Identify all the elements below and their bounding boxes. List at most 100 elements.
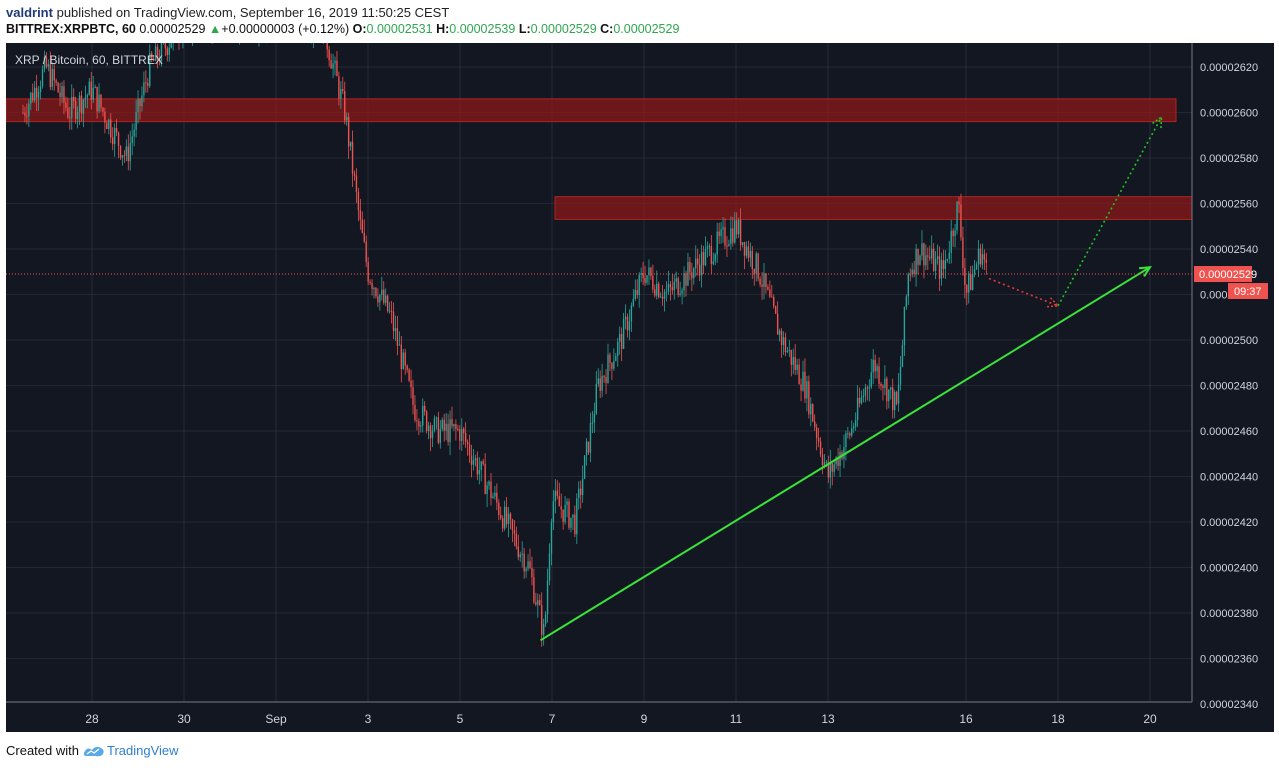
candle-body xyxy=(464,433,467,443)
candle-body xyxy=(435,417,438,419)
candle-body xyxy=(763,273,765,287)
candle-body xyxy=(962,237,964,269)
candle-body xyxy=(749,250,752,258)
candle-body xyxy=(956,201,958,231)
candle-body xyxy=(388,310,391,312)
candle-body xyxy=(45,56,48,67)
y-tick-label: 0.00002440 xyxy=(1200,472,1258,484)
candle-body xyxy=(925,255,927,266)
candle-body xyxy=(49,64,51,87)
candle-body xyxy=(396,327,399,346)
candle-body xyxy=(529,561,531,569)
candle-body xyxy=(895,392,898,404)
price-axis[interactable] xyxy=(1192,43,1274,702)
candle-body xyxy=(868,387,870,389)
candle-body xyxy=(500,515,502,519)
candle-body xyxy=(69,117,71,119)
candle-body xyxy=(425,411,428,432)
candle-body xyxy=(511,519,514,531)
candle-body xyxy=(700,252,703,276)
candle-body xyxy=(154,46,157,61)
candle-body xyxy=(753,269,755,274)
candle-body xyxy=(622,319,625,349)
candle-body xyxy=(968,274,970,293)
candle-body xyxy=(897,384,900,404)
candle-body xyxy=(96,86,98,112)
candle-body xyxy=(619,334,621,342)
candle-body xyxy=(585,441,588,456)
candle-body xyxy=(461,428,463,441)
x-tick-label: 13 xyxy=(821,712,835,726)
candle-body xyxy=(630,305,633,322)
candle-body xyxy=(827,461,830,478)
candle-body xyxy=(41,69,44,87)
candle-body xyxy=(104,111,106,123)
candle-body xyxy=(950,230,952,253)
candle-body xyxy=(580,488,582,495)
candle-body xyxy=(385,295,387,303)
open-label: O: xyxy=(352,22,367,36)
candle-body xyxy=(548,553,551,581)
candle-body xyxy=(546,580,549,615)
x-tick-label: 28 xyxy=(85,712,99,726)
candle-body xyxy=(386,295,389,312)
candle-body xyxy=(931,248,933,259)
candle-body xyxy=(903,306,906,345)
candle-body xyxy=(160,40,163,62)
candle-body xyxy=(671,287,674,291)
y-tick-label: 0.00002620 xyxy=(1200,62,1258,74)
candle-body xyxy=(944,260,947,270)
candle-body xyxy=(539,600,541,606)
candle-body xyxy=(443,419,445,431)
candle-body xyxy=(720,229,722,237)
candle-body xyxy=(624,316,627,320)
candle-body xyxy=(613,361,615,369)
candle-body xyxy=(53,68,55,81)
y-tick-label: 0.00002560 xyxy=(1200,199,1258,211)
y-tick-label: 0.00002380 xyxy=(1200,608,1258,620)
price-chart[interactable]: 0.00002340 0.00002360 0.00002380 0.00002400… xyxy=(5,0,1274,732)
candle-body xyxy=(149,53,151,86)
candle-body xyxy=(347,117,350,147)
candle-body xyxy=(812,404,814,422)
time-axis[interactable] xyxy=(6,702,1274,732)
candle-body xyxy=(970,274,972,290)
candle-body xyxy=(747,246,750,258)
candle-body xyxy=(851,428,853,436)
x-tick-label: 9 xyxy=(641,712,648,726)
candle-body xyxy=(716,231,718,255)
candle-body xyxy=(648,267,650,276)
candle-body xyxy=(139,98,141,107)
candle-body xyxy=(541,605,543,635)
candle-body xyxy=(544,614,547,624)
y-tick-label: 0.00002600 xyxy=(1200,108,1258,120)
candle-body xyxy=(636,290,638,295)
price-change: +0.00000003 (+0.12%) xyxy=(221,22,350,36)
candle-body xyxy=(98,94,100,112)
candle-body xyxy=(866,387,869,389)
author-name[interactable]: valdrint xyxy=(6,5,53,20)
candle-body xyxy=(542,623,545,635)
candle-body xyxy=(521,553,523,555)
candle-body xyxy=(427,425,430,432)
candle-body xyxy=(158,59,161,62)
candle-body xyxy=(677,278,679,295)
y-tick-label: 0.00002400 xyxy=(1200,563,1258,575)
candle-body xyxy=(527,561,529,569)
candle-body xyxy=(884,378,886,388)
tradingview-link[interactable]: TradingView xyxy=(83,743,179,758)
candle-body xyxy=(741,242,744,245)
candle-body xyxy=(560,506,562,510)
candle-body xyxy=(975,264,978,270)
candle-body xyxy=(566,501,568,505)
candle-body xyxy=(808,381,810,415)
candle-body xyxy=(708,245,711,247)
candle-body xyxy=(326,20,328,50)
candle-body xyxy=(751,250,753,270)
candle-body xyxy=(732,228,734,243)
candle-body xyxy=(685,273,687,286)
candle-body xyxy=(125,146,128,156)
chart-area[interactable]: 0.00002340 0.00002360 0.00002380 0.00002400… xyxy=(5,0,1274,732)
candle-body xyxy=(728,243,730,246)
trendline-arrowhead xyxy=(1138,265,1152,277)
